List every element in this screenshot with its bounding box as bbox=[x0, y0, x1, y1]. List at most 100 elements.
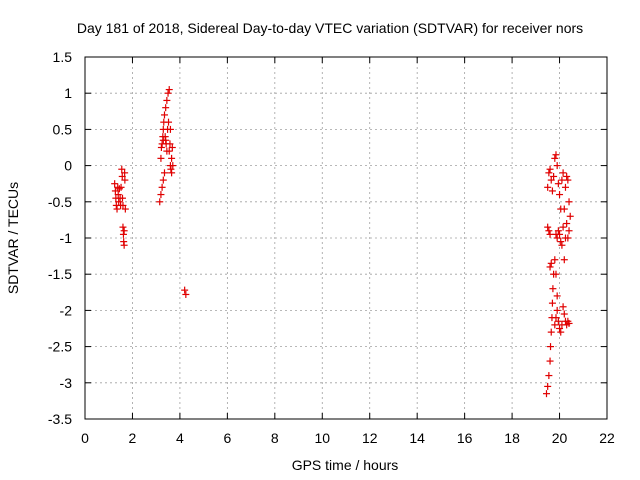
y-tick-label: -3 bbox=[60, 375, 73, 391]
data-point bbox=[119, 230, 127, 238]
data-point bbox=[553, 306, 561, 314]
data-point bbox=[163, 96, 171, 104]
data-points bbox=[111, 86, 574, 398]
data-point bbox=[114, 191, 122, 199]
data-point bbox=[156, 198, 164, 206]
data-point bbox=[167, 165, 175, 173]
data-point bbox=[552, 314, 560, 322]
data-point bbox=[551, 154, 559, 162]
y-tick-label: 0.5 bbox=[53, 121, 73, 137]
data-point bbox=[165, 86, 173, 94]
data-point bbox=[168, 169, 176, 177]
data-point bbox=[118, 194, 126, 202]
data-point bbox=[544, 223, 552, 231]
data-point bbox=[561, 234, 569, 242]
data-point bbox=[547, 328, 555, 336]
data-point bbox=[121, 176, 129, 184]
data-point bbox=[546, 263, 554, 271]
data-point bbox=[561, 183, 569, 191]
data-point bbox=[547, 259, 555, 267]
y-tick-label: 1.5 bbox=[53, 49, 73, 65]
data-point bbox=[548, 299, 556, 307]
data-point bbox=[166, 140, 174, 148]
data-point bbox=[563, 220, 571, 228]
data-point bbox=[545, 372, 553, 380]
data-point bbox=[553, 234, 561, 242]
data-point bbox=[119, 201, 127, 209]
data-point bbox=[159, 136, 167, 144]
data-point bbox=[553, 292, 561, 300]
data-point bbox=[547, 343, 555, 351]
x-tick-label: 20 bbox=[552, 430, 568, 446]
data-point bbox=[166, 125, 174, 133]
chart-title: Day 181 of 2018, Sidereal Day-to-day VTE… bbox=[77, 20, 583, 36]
data-point bbox=[157, 191, 165, 199]
x-tick-label: 8 bbox=[271, 430, 279, 446]
data-point bbox=[120, 227, 128, 235]
y-axis-label: SDTVAR / TECUs bbox=[5, 182, 21, 294]
data-point bbox=[544, 382, 552, 390]
y-tick-label: -1.5 bbox=[48, 266, 72, 282]
data-point bbox=[564, 176, 572, 184]
data-point bbox=[559, 223, 567, 231]
data-point bbox=[544, 183, 552, 191]
data-point bbox=[160, 111, 168, 119]
data-point bbox=[165, 118, 173, 126]
y-tick-label: -0.5 bbox=[48, 194, 72, 210]
data-point bbox=[554, 180, 562, 188]
y-tick-label: -2.5 bbox=[48, 339, 72, 355]
x-tick-label: 2 bbox=[129, 430, 137, 446]
data-point bbox=[553, 162, 561, 170]
data-point bbox=[182, 290, 190, 298]
data-point bbox=[552, 151, 560, 159]
grid-lines bbox=[85, 57, 607, 419]
data-point bbox=[550, 172, 558, 180]
data-point bbox=[120, 241, 128, 249]
data-point bbox=[164, 89, 172, 97]
data-point bbox=[121, 169, 129, 177]
data-point bbox=[118, 172, 126, 180]
data-point bbox=[115, 185, 123, 193]
data-point bbox=[556, 191, 564, 199]
axis-ticks: 0 2 4 6 8 10 12 14 16 18 20 22 1.5 1 0.5 0 -0.5 -1 -1.5 -2 -… bbox=[48, 49, 615, 446]
data-point bbox=[560, 310, 568, 318]
data-point bbox=[557, 205, 565, 213]
data-point bbox=[551, 256, 559, 264]
y-tick-label: -2 bbox=[60, 302, 73, 318]
x-tick-label: 16 bbox=[457, 430, 473, 446]
data-point bbox=[169, 162, 177, 170]
y-tick-label: -1 bbox=[60, 230, 73, 246]
data-point bbox=[111, 187, 119, 195]
data-point bbox=[552, 270, 560, 278]
data-point bbox=[168, 154, 176, 162]
x-tick-label: 18 bbox=[504, 430, 520, 446]
x-tick-label: 12 bbox=[362, 430, 378, 446]
data-point bbox=[121, 205, 129, 213]
data-point bbox=[554, 227, 562, 235]
data-point bbox=[558, 176, 566, 184]
data-point bbox=[547, 176, 555, 184]
data-point bbox=[546, 230, 554, 238]
data-point bbox=[563, 172, 571, 180]
data-point bbox=[159, 176, 167, 184]
data-point bbox=[163, 147, 171, 155]
data-point bbox=[557, 328, 565, 336]
y-tick-label: 0 bbox=[64, 158, 72, 174]
data-point bbox=[115, 198, 123, 206]
data-point bbox=[551, 321, 559, 329]
data-point bbox=[542, 390, 550, 398]
data-point bbox=[565, 198, 573, 206]
data-point bbox=[560, 256, 568, 264]
x-tick-label: 0 bbox=[81, 430, 89, 446]
x-tick-label: 6 bbox=[223, 430, 231, 446]
data-point bbox=[546, 165, 554, 173]
data-point bbox=[556, 325, 564, 332]
data-point bbox=[566, 212, 574, 220]
data-point bbox=[157, 144, 165, 151]
data-point bbox=[168, 144, 176, 151]
data-point bbox=[559, 303, 567, 311]
data-point bbox=[113, 205, 121, 213]
data-point bbox=[181, 286, 189, 294]
x-tick-label: 14 bbox=[409, 430, 425, 446]
